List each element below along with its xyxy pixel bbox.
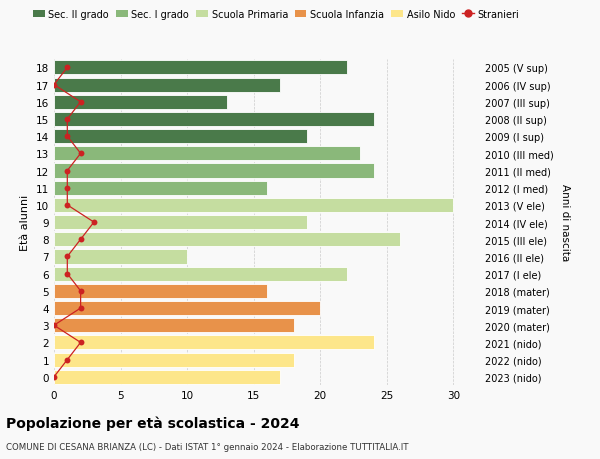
- Bar: [54, 147, 360, 161]
- Text: Popolazione per età scolastica - 2024: Popolazione per età scolastica - 2024: [6, 415, 299, 430]
- Point: [62, 202, 72, 209]
- Bar: [54, 284, 267, 298]
- Bar: [54, 95, 227, 110]
- Point: [62, 185, 72, 192]
- Y-axis label: Anni di nascita: Anni di nascita: [560, 184, 570, 261]
- Text: COMUNE DI CESANA BRIANZA (LC) - Dati ISTAT 1° gennaio 2024 - Elaborazione TUTTIT: COMUNE DI CESANA BRIANZA (LC) - Dati IST…: [6, 442, 409, 451]
- Point: [76, 287, 85, 295]
- Point: [62, 116, 72, 123]
- Legend: Sec. II grado, Sec. I grado, Scuola Primaria, Scuola Infanzia, Asilo Nido, Stran: Sec. II grado, Sec. I grado, Scuola Prim…: [29, 6, 523, 23]
- Bar: [54, 370, 280, 384]
- Bar: [54, 216, 307, 230]
- Point: [62, 253, 72, 261]
- Bar: [54, 198, 454, 213]
- Point: [62, 65, 72, 72]
- Bar: [54, 164, 373, 178]
- Point: [62, 356, 72, 364]
- Point: [49, 322, 59, 329]
- Bar: [54, 267, 347, 281]
- Bar: [54, 112, 373, 127]
- Bar: [54, 130, 307, 144]
- Bar: [54, 336, 373, 350]
- Point: [62, 168, 72, 175]
- Y-axis label: Età alunni: Età alunni: [20, 195, 31, 251]
- Bar: [54, 319, 293, 333]
- Bar: [54, 233, 400, 247]
- Point: [76, 339, 85, 347]
- Point: [76, 236, 85, 243]
- Point: [49, 373, 59, 381]
- Bar: [54, 61, 347, 75]
- Point: [76, 151, 85, 158]
- Point: [49, 82, 59, 89]
- Bar: [54, 181, 267, 196]
- Bar: [54, 302, 320, 315]
- Point: [76, 99, 85, 106]
- Point: [76, 305, 85, 312]
- Point: [89, 219, 99, 226]
- Point: [62, 270, 72, 278]
- Point: [62, 133, 72, 140]
- Bar: [54, 78, 280, 92]
- Bar: [54, 353, 293, 367]
- Bar: [54, 250, 187, 264]
